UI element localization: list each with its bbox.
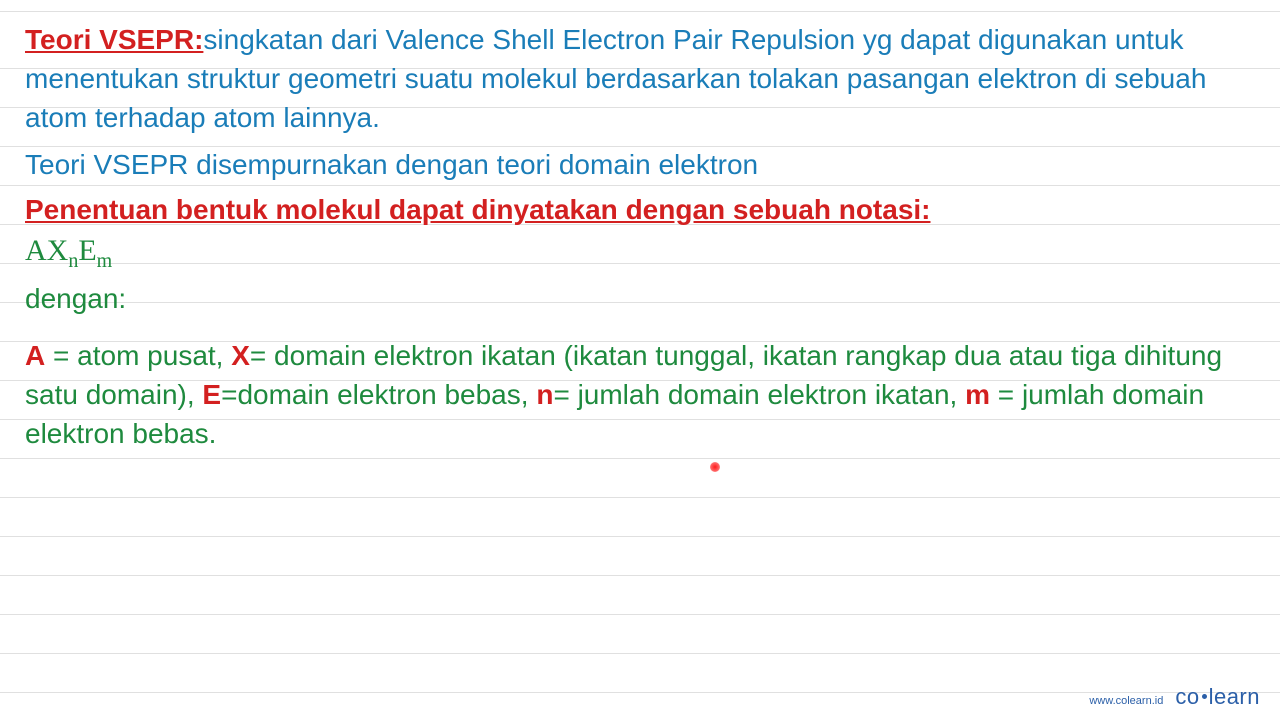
dengan-label: dengan: (25, 279, 1255, 318)
symbol-n: n (536, 379, 553, 410)
symbol-e: E (202, 379, 221, 410)
laser-pointer-dot (710, 462, 720, 472)
text-layer: Teori VSEPR:singkatan dari Valence Shell… (25, 20, 1255, 453)
symbol-a: A (25, 340, 45, 371)
formula-sub-n: n (68, 250, 78, 272)
formula-e: E (78, 234, 96, 267)
logo-part-co: co (1175, 684, 1199, 709)
def-n-text: = jumlah domain elektron ikatan, (553, 379, 965, 410)
vsepr-refinement-paragraph: Teori VSEPR disempurnakan dengan teori d… (25, 145, 1255, 184)
logo-dot-icon (1202, 694, 1207, 699)
footer-url: www.colearn.id (1089, 695, 1163, 707)
vsepr-title: Teori VSEPR: (25, 24, 203, 55)
vsepr-definition-paragraph: Teori VSEPR:singkatan dari Valence Shell… (25, 20, 1255, 137)
notation-heading: Penentuan bentuk molekul dapat dinyataka… (25, 190, 1255, 229)
formula-ax: AX (25, 234, 68, 267)
vsepr-body-text: singkatan dari Valence Shell Electron Pa… (25, 24, 1206, 133)
def-e-text: =domain elektron bebas, (221, 379, 536, 410)
slide-content: Teori VSEPR:singkatan dari Valence Shell… (0, 0, 1280, 453)
axe-formula: AXnEm (25, 233, 1255, 279)
colearn-logo: colearn (1175, 684, 1260, 710)
def-a-text: = atom pusat, (45, 340, 231, 371)
formula-sub-m: m (97, 250, 113, 272)
symbol-x: X (231, 340, 250, 371)
definitions-paragraph: A = atom pusat, X= domain elektron ikata… (25, 336, 1255, 453)
logo-part-learn: learn (1209, 684, 1260, 709)
symbol-m: m (965, 379, 990, 410)
footer: www.colearn.id colearn (1089, 684, 1260, 710)
